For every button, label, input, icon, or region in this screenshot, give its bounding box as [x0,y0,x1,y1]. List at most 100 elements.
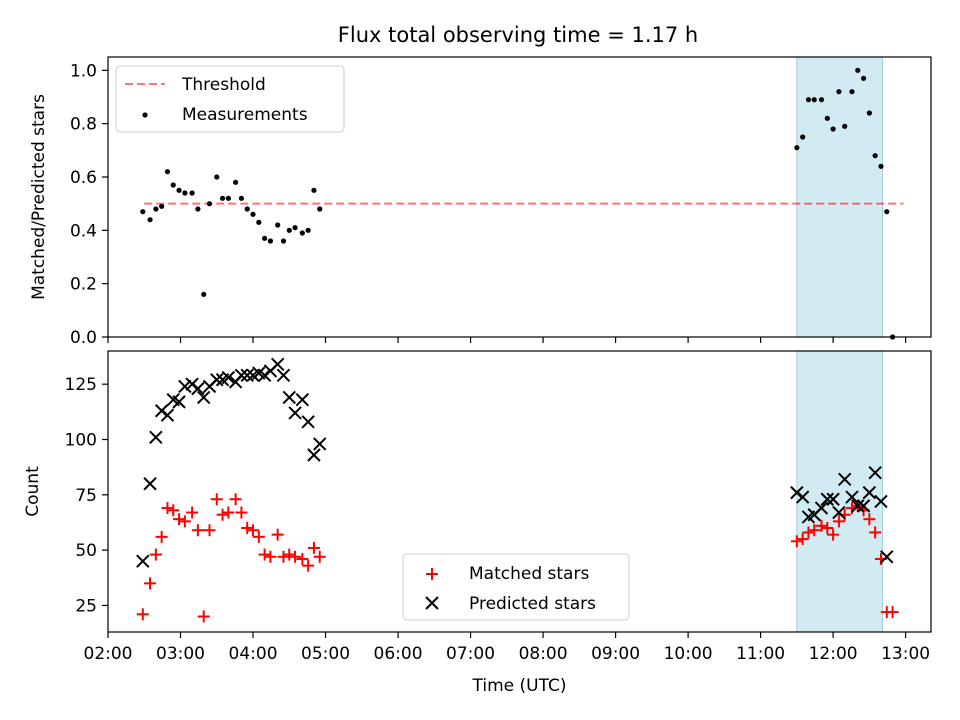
legend-predicted-label: Predicted stars [469,594,596,614]
matched-star-point [790,535,803,548]
predicted-star-point [178,379,192,394]
measurement-point [170,182,176,188]
measurement-point [206,201,213,207]
matched-star-point [173,513,186,526]
matched-star-point [222,506,235,519]
bottom-panel: 25 50 75 100 125 02:00 03:00 04:00 05:00 06:00 07… [23,350,932,696]
matched-star-point [161,502,174,515]
measurement-point [182,190,188,196]
top-y-ticks: 0.0 0.2 0.4 0.6 0.8 1.0 [70,61,108,348]
matched-star-point [796,533,809,546]
matched-star-point [210,493,223,506]
measurement-point [189,190,195,196]
x-tick-label: 03:00 [156,644,205,664]
chart-title: Flux total observing time = 1.17 h [338,23,698,47]
predicted-star-point [197,390,211,405]
measurement-point [238,195,245,201]
predicted-star-point [276,368,291,383]
measurement-point [866,110,872,116]
matched-star-point [216,508,229,521]
measurement-point [164,169,171,175]
measurement-point [225,195,231,201]
matched-star-point [247,524,260,537]
top-axes-frame [107,56,932,338]
predicted-star-point [874,494,888,509]
measurement-point [250,211,256,217]
matched-star-point [186,506,199,519]
predicted-star-point [307,448,321,462]
predicted-star-point [851,499,865,513]
measurement-point [878,163,884,169]
top-panel: 0.0 0.2 0.4 0.6 0.8 1.0 Matched/Predicted sta… [29,56,932,348]
top-measurement-points [140,67,896,340]
matched-star-point [271,528,284,541]
measurement-point [299,230,305,236]
bottom-y-tick-label: 25 [75,596,97,616]
bottom-legend: Matched stars Predicted stars [402,553,630,621]
legend-measurements-swatch [142,112,148,118]
matched-star-point [197,610,210,623]
measurement-point [805,97,812,103]
matched-star-point [886,606,899,619]
measurement-point [244,206,250,212]
measurement-point [855,67,861,73]
x-tick-label: 07:00 [446,644,495,664]
matched-star-point [289,550,302,563]
predicted-star-point [160,408,175,422]
top-y-tick-label: 0.6 [70,168,97,188]
measurement-point [275,222,281,228]
bottom-x-ticks: 02:00 03:00 04:00 05:00 06:00 07:00 08:00 09:00… [84,632,930,664]
predicted-star-point [814,501,829,515]
legend-threshold-label: Threshold [181,75,266,95]
predicted-star-point [838,472,852,487]
matched-star-point [821,522,834,535]
measurement-point [800,134,806,140]
measurement-point [201,291,207,297]
matched-star-point [815,519,828,532]
predicted-star-point [880,550,894,564]
matched-star-point [307,541,320,554]
measurement-point [842,123,848,129]
top-y-tick-label: 0.4 [70,221,97,241]
predicted-star-point [240,368,254,383]
measurement-point [280,238,287,244]
predicted-star-point [295,392,310,407]
matched-star-point [144,577,157,590]
x-tick-label: 08:00 [519,644,568,664]
predicted-star-point [301,415,315,429]
bottom-y-tick-label: 125 [65,375,97,395]
measurement-point [811,97,817,103]
matched-star-point [869,526,882,539]
top-y-tick-label: 1.0 [70,61,97,81]
predicted-star-point [862,485,877,500]
x-tick-label: 13:00 [881,644,930,664]
bottom-y-axis-label: Count [23,466,43,517]
matched-star-point [191,524,204,537]
measurement-point [233,179,239,185]
measurement-point [214,174,220,180]
matched-star-point [235,506,248,519]
measurement-point [256,219,262,225]
predicted-star-point [826,492,840,506]
measurement-point [195,206,201,212]
matched-star-point [252,530,265,543]
predicted-star-point [172,395,186,409]
legend-predicted-swatch [425,596,439,610]
predicted-star-point [820,492,835,506]
predicted-star-point [210,373,224,387]
predicted-star-point [856,499,871,513]
measurement-point [219,195,226,201]
matched-star-point [136,608,149,621]
x-tick-label: 06:00 [374,644,423,664]
x-tick-label: 11:00 [736,644,785,664]
predicted-star-point [149,430,163,444]
measurement-point [147,217,153,223]
bottom-y-tick-label: 50 [75,541,97,561]
matched-star-point [203,524,216,537]
matched-star-point [155,530,168,543]
x-tick-label: 09:00 [591,644,640,664]
measurement-point [267,238,274,244]
x-tick-label: 02:00 [84,644,133,664]
matched-star-point [264,550,277,563]
